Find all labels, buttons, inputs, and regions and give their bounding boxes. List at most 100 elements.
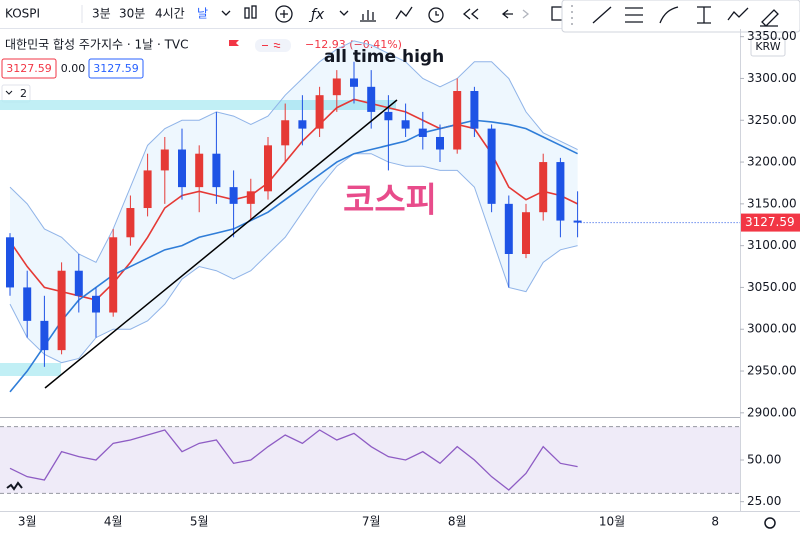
drawing-icons[interactable]	[571, 5, 779, 27]
bollinger-line	[9, 40, 578, 264]
x-tick-label: 8	[711, 515, 719, 529]
candle-body	[212, 153, 221, 188]
candle-body	[367, 86, 376, 112]
alert-icon[interactable]	[428, 7, 444, 23]
candle-body	[246, 191, 255, 204]
support-zone	[0, 363, 61, 376]
candle-body	[40, 320, 49, 351]
annotation: all time high	[324, 47, 444, 67]
ask-price[interactable]: 3127.59	[93, 62, 139, 75]
candle-body	[6, 237, 14, 288]
templates-icon[interactable]	[395, 6, 413, 20]
resistance-zone	[0, 100, 396, 110]
x-tick-label: 3월	[18, 515, 37, 529]
y-tick-label: 3000.00	[747, 322, 797, 336]
candle-body	[470, 91, 479, 129]
dropdown-icon[interactable]	[339, 10, 349, 16]
candle-body	[573, 220, 582, 223]
y-tick-label: 50.00	[747, 453, 781, 467]
candle-body	[487, 128, 496, 204]
y-tick-label: 2900.00	[747, 405, 797, 419]
bid-price[interactable]: 3127.59	[6, 62, 52, 75]
y-tick-label: 2950.00	[747, 364, 797, 378]
toolbar-icons[interactable]: ƒx	[221, 5, 565, 23]
x-tick-label: 4월	[104, 515, 123, 529]
candle-body	[436, 136, 444, 150]
alert-hands[interactable]	[435, 11, 439, 16]
candle-body	[281, 120, 290, 146]
currency-box[interactable]	[750, 37, 786, 57]
undo-icon[interactable]	[501, 9, 513, 19]
interval-button[interactable]: 날	[197, 7, 208, 21]
bollinger-fill	[10, 40, 578, 363]
bid-box[interactable]	[1, 58, 57, 79]
tv-logo[interactable]	[6, 481, 23, 491]
replay-icon[interactable]	[462, 8, 479, 20]
fx-icon[interactable]: ƒx	[308, 7, 325, 23]
interval-button[interactable]: 4시간	[155, 7, 185, 21]
eraser-icon[interactable]	[760, 9, 779, 27]
last-price-tag	[741, 213, 800, 232]
indicator-icon[interactable]	[275, 5, 293, 23]
eye-toggle[interactable]	[255, 39, 291, 52]
candle-body	[23, 287, 32, 321]
candle-body	[143, 170, 152, 209]
rsi-line	[9, 429, 578, 491]
compare-icon[interactable]	[360, 10, 376, 22]
y-tick-label: 3250.00	[747, 113, 797, 127]
settings-icon[interactable]	[764, 517, 776, 529]
dropdown-icon[interactable]	[221, 10, 231, 16]
x-tick-label: 8월	[448, 515, 467, 529]
indicator-count[interactable]: 2	[20, 87, 27, 100]
text-icon[interactable]	[697, 6, 711, 24]
candle-body	[92, 295, 100, 313]
bollinger-line	[9, 153, 578, 364]
y-tick-label: 3200.00	[747, 155, 797, 169]
candle-body	[109, 237, 118, 313]
chevron	[5, 90, 13, 95]
candle-body	[315, 95, 324, 129]
candle-body	[539, 162, 548, 213]
symbol-description: 대한민국 합성 주가지수 · 1날 · TVC	[5, 38, 189, 52]
interval-button[interactable]: 30분	[119, 7, 145, 21]
candle-body	[178, 149, 186, 188]
candle-body	[350, 78, 358, 87]
candle-icon[interactable]	[244, 7, 250, 19]
x-tick-label: 7월	[362, 515, 381, 529]
candle-body	[57, 270, 66, 351]
candle-body	[229, 187, 238, 204]
candle-body	[126, 208, 135, 238]
annotation: 코스피	[343, 181, 437, 221]
drawing-toolbar	[561, 0, 800, 33]
plus-icon[interactable]	[280, 10, 288, 18]
pattern-icon[interactable]	[727, 7, 749, 21]
moving-average	[9, 119, 578, 393]
rsi-background	[0, 426, 740, 494]
currency[interactable]: KRW	[755, 40, 780, 53]
candle-body	[74, 270, 83, 296]
y-tick-label: 3050.00	[747, 280, 797, 294]
candle-body	[418, 128, 427, 137]
candle-body	[453, 91, 462, 150]
ask-box[interactable]	[88, 58, 144, 79]
moving-average	[9, 98, 578, 301]
candle-body	[556, 162, 565, 221]
fib-icon[interactable]	[625, 7, 643, 23]
last-price-label: 3127.59	[745, 215, 795, 229]
candle-body	[264, 145, 272, 192]
redo-icon[interactable]	[522, 9, 530, 19]
y-tick-label: 3300.00	[747, 71, 797, 85]
trendline-icon[interactable]	[592, 6, 612, 24]
interval-button[interactable]: 3분	[92, 7, 111, 21]
trendline	[44, 99, 398, 389]
symbol[interactable]: KOSPI	[5, 7, 40, 21]
toggle-glyph	[262, 42, 281, 49]
candle-body	[522, 212, 530, 255]
flag-icon[interactable]	[229, 40, 239, 46]
brush-icon[interactable]	[659, 6, 679, 24]
candle-body	[195, 153, 204, 188]
candle-icon[interactable]	[251, 5, 257, 19]
spread: 0.00	[61, 62, 86, 75]
candle-body	[298, 120, 307, 129]
